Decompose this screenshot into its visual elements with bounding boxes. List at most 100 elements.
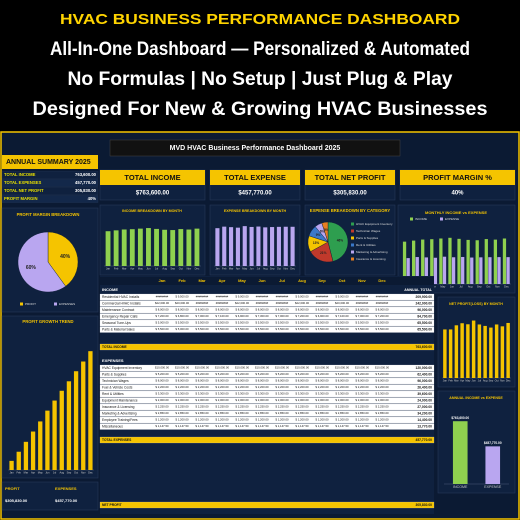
cell: $ 2,850.00 [195, 411, 209, 415]
month-header: Jun [258, 278, 266, 283]
bar [23, 441, 29, 470]
row-label: TOTAL INCOME [102, 345, 128, 349]
cell: $22,000.00 [295, 301, 309, 305]
summary-value: 40% [88, 196, 97, 201]
cell: $ 8,000.00 [375, 308, 389, 312]
cell: $ 2,850.00 [215, 411, 229, 415]
chart-title: NET PROFIT(LOSS) BY MONTH [449, 302, 503, 306]
cell: $ 2,000.00 [255, 398, 269, 402]
bar [222, 226, 227, 266]
chart-title: PROFIT MARGIN BREAKDOWN [17, 212, 80, 217]
bar [256, 226, 261, 266]
x-tick-label: Oct [495, 379, 499, 383]
legend-label: Rent & Utilities [356, 243, 376, 247]
cell: $10,000.00 [275, 366, 289, 370]
cell: ######## [156, 295, 169, 299]
bar [249, 226, 254, 266]
cell: $ 8,000.00 [235, 379, 249, 383]
cell: $ 7,200.00 [375, 314, 389, 318]
x-tick-label: May [440, 285, 446, 289]
summary-header [2, 155, 98, 169]
bar [452, 421, 468, 484]
cell: ######## [196, 295, 209, 299]
month-header: Mar [198, 278, 206, 283]
row-total: 242,000.00 [415, 301, 432, 305]
legend-swatch [351, 236, 354, 240]
bar [470, 257, 474, 284]
x-tick-label: Aug [59, 471, 64, 475]
x-tick-label: Jun [146, 267, 151, 271]
x-tick-label: Jun [45, 471, 50, 475]
bar [439, 238, 443, 284]
cell: $ 2,000.00 [275, 398, 289, 402]
cell: $ 5,500.00 [275, 321, 289, 325]
cell: $ 3,300.00 [275, 392, 289, 396]
cell: $ 2,000.00 [175, 398, 189, 402]
cell: $ 8,000.00 [215, 308, 229, 312]
cell: $ 3,300.00 [355, 392, 369, 396]
cell: $ 3,300.00 [315, 392, 329, 396]
row-label: Commercial HVAC Installs [102, 301, 141, 305]
x-tick-label: Dec [506, 379, 511, 383]
x-tick-label: Jun [249, 267, 254, 271]
row-label: Technician Wages [102, 379, 129, 383]
x-tick-label: Jul [155, 267, 159, 271]
row-label: Marketing & Advertising [102, 411, 137, 415]
bar [483, 325, 487, 378]
cell: ######## [196, 301, 209, 305]
header-title: HVAC BUSINESS PERFORMANCE DASHBOARD [60, 11, 460, 28]
cell: $ 5,500.00 [235, 321, 249, 325]
bar [406, 258, 410, 284]
cell: $ 2,850.00 [155, 411, 169, 415]
x-tick-label: Feb [17, 471, 22, 475]
cell: $ 3,300.00 [175, 392, 189, 396]
bar [9, 460, 14, 470]
x-tick-label: Jan [215, 267, 220, 271]
cell: $ 1,147.50 [355, 424, 369, 428]
month-header: Nov [358, 278, 366, 283]
row-label: NET PROFIT [102, 503, 122, 507]
cell: $ 2,250.00 [255, 405, 269, 409]
bar [105, 231, 111, 266]
month-header: Oct [339, 278, 346, 283]
x-tick-label: Feb [448, 379, 453, 383]
bar [186, 229, 192, 266]
cell: $ 3,300.00 [195, 392, 209, 396]
bar [402, 241, 407, 284]
month-header: Dec [378, 278, 386, 283]
cell: $ 5,200.00 [235, 372, 249, 376]
cell: $ 6,900.00 [235, 314, 249, 318]
bar [485, 446, 501, 484]
x-tick-label: Sep [270, 267, 275, 271]
cell: $ 9,500.00 [175, 295, 189, 299]
x-tick-label: Jan [443, 379, 448, 383]
legend-swatch [351, 222, 354, 226]
cell: $ 5,500.00 [175, 321, 189, 325]
kpi-label: TOTAL EXPENSE [224, 173, 286, 182]
dashboard-title-bar [109, 139, 401, 157]
table-row [99, 397, 435, 404]
x-tick-label: Feb [222, 267, 227, 271]
footer-value: $305,830.00 [5, 498, 28, 503]
cell: ######## [256, 295, 269, 299]
table-row [99, 410, 435, 417]
footer-value: $457,770.00 [55, 498, 78, 503]
row-total: 84,700.00 [417, 314, 432, 318]
cell: $ 1,147.50 [375, 424, 389, 428]
x-tick-label: Oct [486, 285, 490, 289]
cell: $ 8,000.00 [195, 308, 209, 312]
cell: $ 8,000.00 [335, 308, 349, 312]
cell: $ 5,500.00 [355, 327, 369, 331]
month-header: Apr [219, 278, 226, 283]
bar [471, 320, 476, 378]
bar [162, 229, 168, 266]
cell: $ 8,000.00 [375, 379, 389, 383]
cell: $ 5,200.00 [375, 372, 389, 376]
x-tick-label: Jul [53, 471, 57, 475]
bar [448, 237, 452, 284]
x-tick-label: Jul [478, 379, 482, 383]
legend-swatch [351, 243, 354, 247]
cell: $ 2,200.00 [355, 385, 369, 389]
cell: $ 8,000.00 [215, 379, 229, 383]
table-row [99, 326, 435, 333]
